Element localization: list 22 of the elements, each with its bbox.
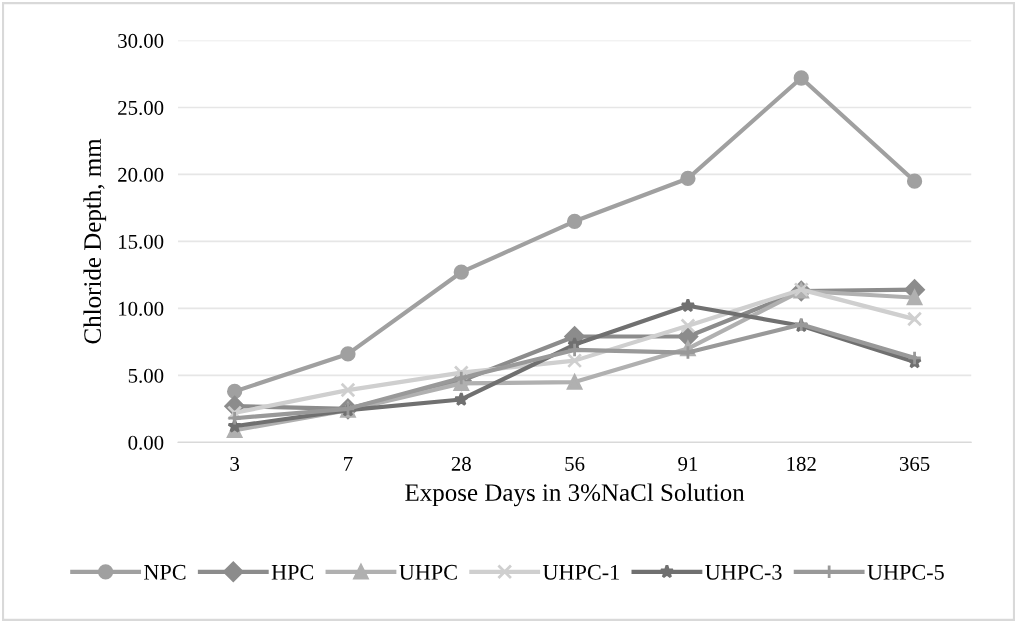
- legend-label: UHPC-1: [542, 564, 619, 580]
- x-tick-label: 365: [899, 456, 930, 471]
- x-axis-title: Expose Days in 3%NaCl Solution: [405, 483, 745, 507]
- x-tick-label: 56: [565, 456, 585, 471]
- y-tick-label: 15.00: [119, 234, 164, 249]
- y-tick-label: 30.00: [118, 33, 164, 49]
- x-tick-label: 28: [451, 456, 471, 471]
- legend-label: NPC: [144, 564, 186, 580]
- y-tick-label: 5.00: [128, 368, 164, 383]
- y-tick-label: 0.00: [128, 435, 164, 450]
- y-tick-label: 25.00: [118, 100, 164, 115]
- y-axis-title: Chloride Depth, mm: [83, 138, 107, 344]
- legend-label: HPC: [271, 564, 314, 580]
- y-tick-label: 20.00: [118, 167, 164, 182]
- legend-label: UHPC-3: [705, 564, 782, 580]
- legend-label: UHPC: [399, 564, 457, 580]
- legend-label: UHPC-5: [867, 564, 944, 580]
- y-tick-label: 10.00: [119, 301, 164, 316]
- x-tick-label: 91: [678, 456, 698, 471]
- x-tick-label: 3: [230, 456, 240, 471]
- x-tick-label: 182: [787, 456, 816, 471]
- x-tick-label: 7: [344, 457, 353, 471]
